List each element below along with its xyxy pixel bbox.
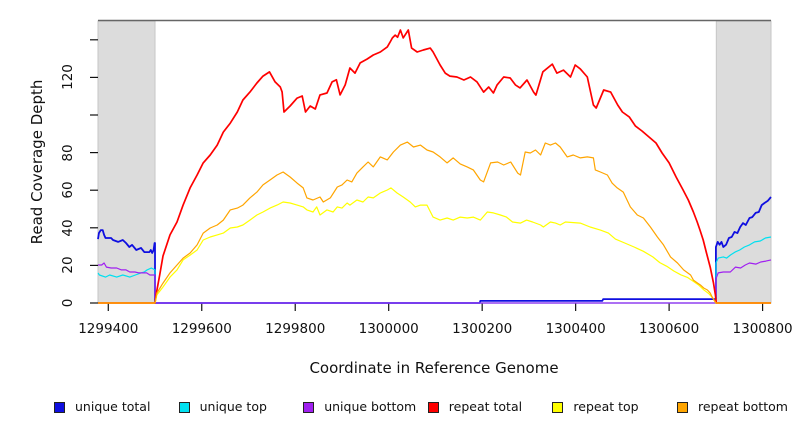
y-tick-label: 80 bbox=[60, 144, 76, 162]
x-tick-label: 1299800 bbox=[265, 321, 326, 337]
x-tick-label: 1300400 bbox=[545, 321, 606, 337]
legend-item-repeat-total: repeat total bbox=[427, 399, 523, 414]
y-tick-label: 120 bbox=[60, 64, 76, 91]
x-tick-label: 1300800 bbox=[732, 321, 792, 337]
y-axis-title: Read Coverage Depth bbox=[28, 79, 46, 245]
legend-label: unique total bbox=[75, 399, 151, 414]
legend-label: repeat bottom bbox=[698, 399, 788, 414]
legend-item-unique-top: unique top bbox=[178, 399, 267, 414]
shaded-region-right bbox=[715, 20, 772, 304]
x-tick-label: 1300200 bbox=[452, 321, 513, 337]
legend-swatch-icon bbox=[677, 401, 688, 413]
series-line-repeat-top bbox=[98, 187, 771, 304]
series-line-repeat-bottom bbox=[98, 141, 771, 304]
series-line-unique-total bbox=[97, 196, 772, 304]
legend-item-unique-bottom: unique bottom bbox=[303, 399, 417, 414]
legend-item-unique-total: unique total bbox=[54, 399, 151, 414]
x-tick-label: 1300600 bbox=[639, 321, 700, 337]
legend-swatch-icon bbox=[552, 401, 564, 413]
x-tick-label: 1300000 bbox=[358, 321, 419, 337]
y-tick-label: 0 bbox=[60, 298, 76, 308]
legend-label: unique top bbox=[199, 399, 267, 414]
series-line-unique-bottom bbox=[98, 259, 772, 304]
legend-label: repeat total bbox=[448, 399, 523, 414]
legend-swatch-icon bbox=[303, 401, 315, 413]
x-tick-label: 1299600 bbox=[171, 321, 232, 337]
legend-label: repeat top bbox=[573, 399, 639, 414]
y-tick-label: 40 bbox=[60, 219, 76, 237]
x-axis-title: Coordinate in Reference Genome bbox=[309, 359, 559, 377]
y-tick-label: 60 bbox=[60, 181, 76, 199]
legend-swatch-icon bbox=[427, 401, 439, 413]
legend-swatch-icon bbox=[178, 401, 190, 413]
series-line-repeat-total bbox=[98, 29, 771, 304]
legend-label: unique bottom bbox=[324, 399, 417, 414]
x-tick-label: 1299400 bbox=[78, 321, 139, 337]
legend-item-repeat-top: repeat top bbox=[552, 399, 639, 414]
legend-swatch-icon bbox=[54, 401, 65, 413]
legend-item-repeat-bottom: repeat bottom bbox=[677, 399, 788, 414]
y-tick-label: 20 bbox=[60, 256, 76, 274]
shaded-region-left bbox=[97, 20, 156, 304]
